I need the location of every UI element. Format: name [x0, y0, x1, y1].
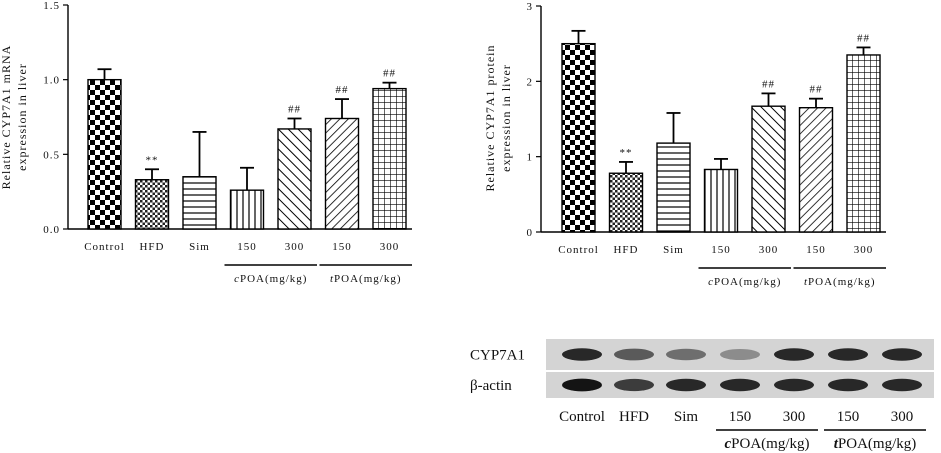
category-label: 150 — [237, 241, 257, 253]
blot-row-label: CYP7A1 — [470, 348, 525, 364]
blot-group-label: tPOA(mg/kg) — [834, 436, 917, 452]
y-tick-label: 0.5 — [43, 149, 60, 161]
significance-label: ## — [336, 84, 349, 96]
group-label: cPOA(mg/kg) — [708, 276, 781, 288]
y-axis-label: expression in liver — [15, 63, 29, 171]
category-label: HFD — [613, 244, 638, 256]
bar — [229, 189, 265, 230]
blot-band — [882, 378, 922, 392]
blot-lane-label: 150 — [729, 409, 752, 425]
blot-band — [562, 348, 602, 361]
significance-label: ## — [857, 32, 870, 44]
western-blot-panel: CYP7A1 β-actin Control HFD Sim 150 300 150 300 cP… — [470, 339, 934, 452]
blot-lane-label: 300 — [891, 409, 914, 425]
blot-group-label: cPOA(mg/kg) — [724, 436, 809, 452]
bar — [798, 106, 834, 233]
group-label: tPOA(mg/kg) — [330, 273, 402, 285]
significance-label: ## — [288, 103, 301, 115]
category-label: 300 — [854, 244, 874, 256]
blot-lane-label: 300 — [783, 409, 806, 425]
bar — [277, 128, 312, 230]
category-label: Sim — [189, 241, 210, 253]
category-label: HFD — [139, 241, 164, 253]
bar — [561, 42, 596, 233]
category-label: 150 — [806, 244, 826, 256]
y-tick-label: 1.0 — [43, 75, 60, 87]
category-label: Control — [84, 241, 125, 253]
significance-label: ** — [146, 154, 159, 166]
y-tick-label: 3 — [527, 1, 534, 13]
y-axis-label: Relative CYP7A1 protein — [483, 45, 497, 192]
group-label: cPOA(mg/kg) — [234, 273, 307, 285]
category-label: 300 — [759, 244, 779, 256]
blot-row-label: β-actin — [470, 378, 512, 394]
y-tick-label: 1 — [527, 152, 534, 164]
y-axis-label: Relative CYP7A1 mRNA — [0, 45, 13, 190]
y-tick-label: 0 — [527, 227, 534, 239]
y-tick-label: 2 — [527, 76, 534, 88]
bar — [751, 105, 786, 233]
bar — [372, 87, 407, 230]
blot-band — [774, 348, 814, 361]
category-label: 300 — [380, 241, 400, 253]
protein-bar-chart: 0 1 2 3 Relative CYP7A1 protein expression in… — [483, 1, 886, 288]
category-label: 150 — [332, 241, 352, 253]
y-axis-label: expression in liver — [499, 64, 513, 172]
blot-lane-label: 150 — [837, 409, 860, 425]
blot-band — [720, 378, 760, 392]
blot-band — [774, 378, 814, 392]
bar — [656, 142, 691, 233]
blot-band — [666, 348, 706, 361]
category-label: Control — [558, 244, 599, 256]
bar — [608, 172, 644, 233]
bar — [324, 117, 360, 230]
group-label: tPOA(mg/kg) — [804, 276, 876, 288]
blot-band — [720, 348, 760, 361]
blot-band — [614, 348, 654, 361]
blot-band — [882, 348, 922, 361]
blot-band — [614, 378, 654, 392]
blot-lane-label: HFD — [619, 409, 649, 425]
blot-lane-label: Control — [559, 409, 605, 425]
blot-band — [666, 378, 706, 392]
blot-band — [828, 348, 868, 361]
significance-label: ## — [762, 78, 775, 90]
significance-label: ## — [810, 84, 823, 96]
category-label: Sim — [663, 244, 684, 256]
significance-label: ** — [620, 147, 633, 159]
blot-band — [828, 378, 868, 392]
bar — [182, 176, 217, 230]
bar — [703, 168, 739, 233]
significance-label: ## — [383, 68, 396, 80]
category-label: 300 — [285, 241, 305, 253]
bar — [846, 54, 881, 233]
y-tick-label: 1.5 — [43, 0, 60, 12]
y-tick-label: 0.0 — [43, 224, 60, 236]
category-label: 150 — [711, 244, 731, 256]
blot-lane-label: Sim — [674, 409, 699, 425]
bar — [134, 179, 170, 230]
blot-band — [562, 378, 602, 392]
bar — [87, 78, 122, 230]
mrna-bar-chart: 0.0 0.5 1.0 1.5 Relative CYP7A1 mRNA expressi… — [0, 0, 412, 285]
